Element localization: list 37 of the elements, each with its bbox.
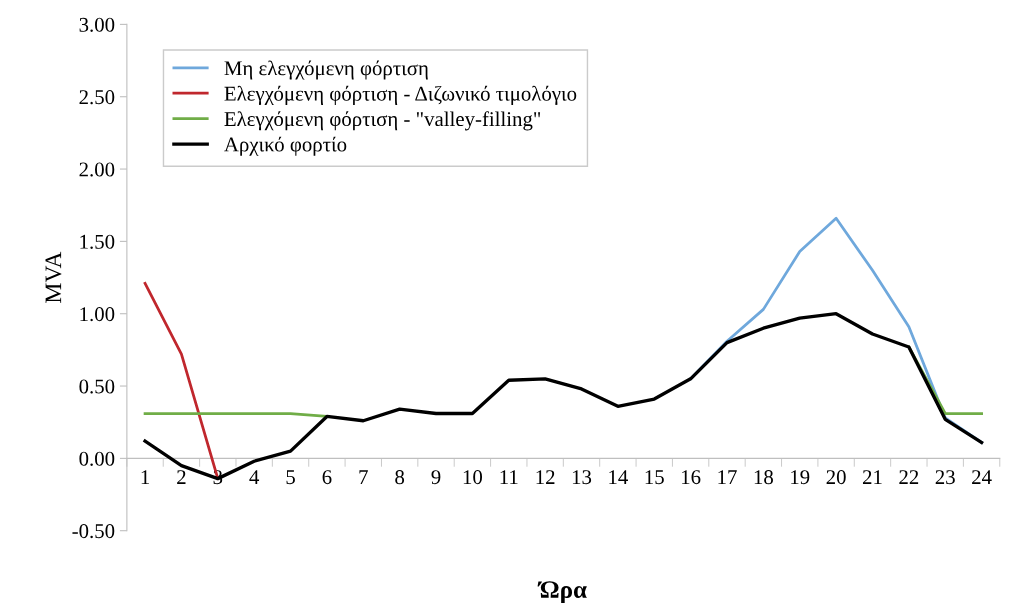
x-tick-label: 16	[682, 470, 701, 485]
legend-label: Αρχικό φορτίο	[224, 136, 347, 156]
y-tick-label: -0.50	[72, 524, 115, 539]
y-axis-title: MVA	[45, 251, 62, 303]
y-tick-label: 2.00	[79, 162, 115, 177]
x-tick-label: 1	[141, 470, 150, 484]
x-axis-title: Ώρα	[537, 581, 587, 604]
y-tick-label: 3.00	[79, 17, 115, 32]
x-tick-label: 23	[935, 470, 955, 485]
legend-label: Ελεγχόμενη φόρτιση - Διζωνικό τιμολόγιο	[224, 85, 577, 105]
x-tick-label: 24	[972, 470, 992, 484]
x-tick-label: 21	[862, 470, 882, 484]
y-tick-label: 0.00	[79, 451, 115, 466]
x-tick-label: 22	[899, 470, 919, 484]
x-tick-label: 6	[322, 470, 332, 485]
x-tick-label: 9	[431, 470, 441, 485]
y-tick-label: 2.50	[79, 90, 115, 105]
x-tick-label: 12	[536, 470, 555, 484]
y-tick-label: 0.50	[79, 379, 115, 394]
x-tick-label: 11	[500, 470, 518, 484]
y-tick-label: 1.50	[80, 234, 115, 249]
x-tick-label: 20	[826, 470, 846, 485]
x-tick-label: 4	[249, 470, 260, 484]
x-tick-label: 19	[791, 470, 810, 485]
x-tick-label: 2	[177, 470, 186, 484]
x-tick-label: 10	[463, 470, 483, 485]
legend-label: Ελεγχόμενη φόρτιση - "valley-filling"	[224, 111, 541, 131]
x-tick-label: 8	[395, 470, 405, 485]
x-tick-label: 14	[609, 470, 628, 484]
x-tick-label: 18	[754, 470, 773, 485]
x-tick-label: 15	[645, 470, 664, 485]
legend-label: Μη ελεγχόμενη φόρτιση	[224, 60, 428, 80]
x-tick-label: 13	[572, 470, 592, 485]
x-tick-label: 5	[286, 470, 295, 485]
x-tick-label: 7	[359, 470, 368, 484]
y-tick-label: 1.00	[80, 307, 115, 322]
x-tick-label: 17	[718, 470, 737, 484]
